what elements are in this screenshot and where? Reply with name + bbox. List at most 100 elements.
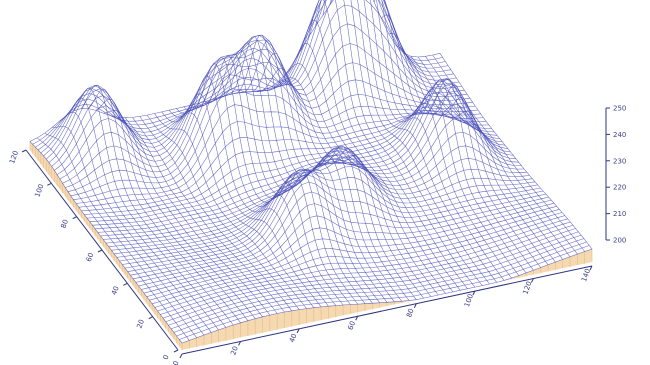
front-axis-tick-label: 120 bbox=[522, 280, 534, 295]
mesh-line-u bbox=[227, 36, 380, 303]
front-axis-tick-label: 80 bbox=[405, 307, 416, 318]
mesh-line-u bbox=[363, 0, 498, 283]
mesh-line-u bbox=[249, 52, 402, 302]
mesh-line-u bbox=[132, 117, 285, 313]
front-axis-tick bbox=[238, 341, 242, 346]
mesh-line-v bbox=[73, 104, 484, 200]
front-axis-tick bbox=[472, 290, 476, 296]
mesh-line-u bbox=[376, 0, 512, 279]
mesh-line-u bbox=[425, 56, 578, 255]
mesh-line-u bbox=[439, 53, 593, 250]
front-axis-tick bbox=[589, 265, 593, 271]
z-axis-tick-label: 250 bbox=[613, 105, 626, 113]
mesh-line-u bbox=[220, 42, 373, 304]
mesh-line-u bbox=[198, 55, 351, 305]
mesh-line-u bbox=[146, 114, 300, 310]
front-axis-tick bbox=[296, 328, 300, 334]
left-axis-tick bbox=[21, 149, 27, 153]
mesh-line-u bbox=[29, 141, 183, 344]
mesh-line-u bbox=[264, 80, 417, 300]
front-wall bbox=[182, 249, 592, 350]
mesh-line-u bbox=[410, 56, 563, 260]
mesh-line-u bbox=[388, 32, 542, 268]
mesh-line-u bbox=[417, 56, 571, 257]
left-axis-tick bbox=[173, 349, 179, 353]
front-axis-tick-label: 100 bbox=[463, 293, 475, 308]
mesh-line-u bbox=[329, 0, 483, 286]
mesh-line-u bbox=[300, 19, 454, 293]
left-axis-tick bbox=[148, 316, 153, 320]
mesh-line-v bbox=[43, 0, 454, 157]
left-axis-tick bbox=[97, 249, 103, 253]
mesh-line-v bbox=[108, 117, 519, 247]
mesh-line-u bbox=[110, 115, 263, 317]
front-axis-tick bbox=[530, 278, 534, 283]
mesh-line-u bbox=[315, 0, 468, 289]
front-axis-tick bbox=[179, 353, 183, 359]
z-axis-tick-label: 210 bbox=[613, 210, 626, 218]
mesh-line-u bbox=[66, 97, 219, 331]
mesh-line-u bbox=[256, 67, 410, 301]
mesh-line-u bbox=[271, 84, 424, 299]
mesh-line-u bbox=[88, 89, 241, 323]
mesh-line-u bbox=[286, 63, 439, 296]
left-axis-tick-label: 60 bbox=[85, 252, 96, 263]
chart-axes: 0 20 40 60 80 100 120 140 0 20 40 60 80 100 120 200 210 2… bbox=[8, 105, 626, 365]
mesh-line-u bbox=[103, 110, 256, 319]
surface-walls bbox=[29, 141, 593, 350]
front-axis-tick-label: 20 bbox=[229, 345, 240, 356]
mesh-line-v bbox=[70, 88, 481, 197]
surface-mesh bbox=[29, 0, 593, 344]
mesh-line-u bbox=[37, 137, 190, 341]
mesh-line-u bbox=[161, 111, 315, 308]
left-axis-tick-label: 0 bbox=[162, 354, 171, 361]
mesh-line-u bbox=[212, 49, 366, 304]
mesh-line-u bbox=[381, 0, 520, 276]
mesh-line-u bbox=[307, 0, 461, 291]
front-axis-tick bbox=[413, 303, 417, 308]
left-axis-tick-label: 120 bbox=[8, 150, 20, 165]
mesh-line-u bbox=[357, 0, 490, 285]
mesh-line-u bbox=[278, 77, 432, 297]
mesh-line-u bbox=[168, 93, 322, 308]
mesh-line-u bbox=[370, 0, 505, 281]
mesh-line-u bbox=[59, 111, 212, 333]
mesh-line-v bbox=[141, 199, 552, 290]
mesh-line-u bbox=[154, 113, 307, 309]
z-axis-tick-label: 230 bbox=[613, 157, 626, 165]
mesh-line-u bbox=[403, 52, 556, 263]
mesh-line-u bbox=[381, 14, 534, 271]
mesh-line-u bbox=[95, 98, 249, 321]
left-axis-tick-label: 40 bbox=[110, 285, 121, 296]
mesh-line-u bbox=[205, 53, 358, 305]
mesh-line-v bbox=[59, 39, 470, 180]
front-axis-tick-label: 40 bbox=[288, 333, 299, 344]
left-axis-tick-label: 80 bbox=[60, 218, 71, 229]
left-axis-tick-label: 100 bbox=[33, 183, 45, 198]
mesh-line-u bbox=[183, 63, 337, 306]
left-axis-tick bbox=[72, 216, 77, 220]
left-axis-tick bbox=[123, 282, 128, 286]
front-axis-tick-label: 140 bbox=[580, 268, 592, 283]
mesh-line-u bbox=[234, 34, 388, 303]
left-axis-tick bbox=[47, 182, 52, 186]
mesh-line-u bbox=[293, 42, 446, 294]
mesh-line-u bbox=[176, 75, 329, 307]
z-axis-tick-label: 220 bbox=[613, 184, 626, 192]
mesh-line-u bbox=[373, 0, 527, 274]
front-axis-tick bbox=[355, 316, 359, 321]
mesh-line-u bbox=[322, 0, 476, 288]
mesh-line-u bbox=[190, 56, 344, 306]
mesh-line-u bbox=[51, 125, 205, 336]
left-axis-tick-label: 20 bbox=[136, 318, 147, 329]
mesh-line-v bbox=[173, 238, 584, 333]
mesh-line-u bbox=[44, 132, 197, 338]
z-axis-tick-label: 240 bbox=[613, 131, 626, 139]
mesh-line-u bbox=[73, 88, 227, 328]
mesh-line-v bbox=[46, 0, 457, 160]
front-axis-tick-label: 0 bbox=[172, 360, 181, 365]
mesh-line-u bbox=[139, 116, 293, 311]
front-axis bbox=[181, 265, 593, 355]
